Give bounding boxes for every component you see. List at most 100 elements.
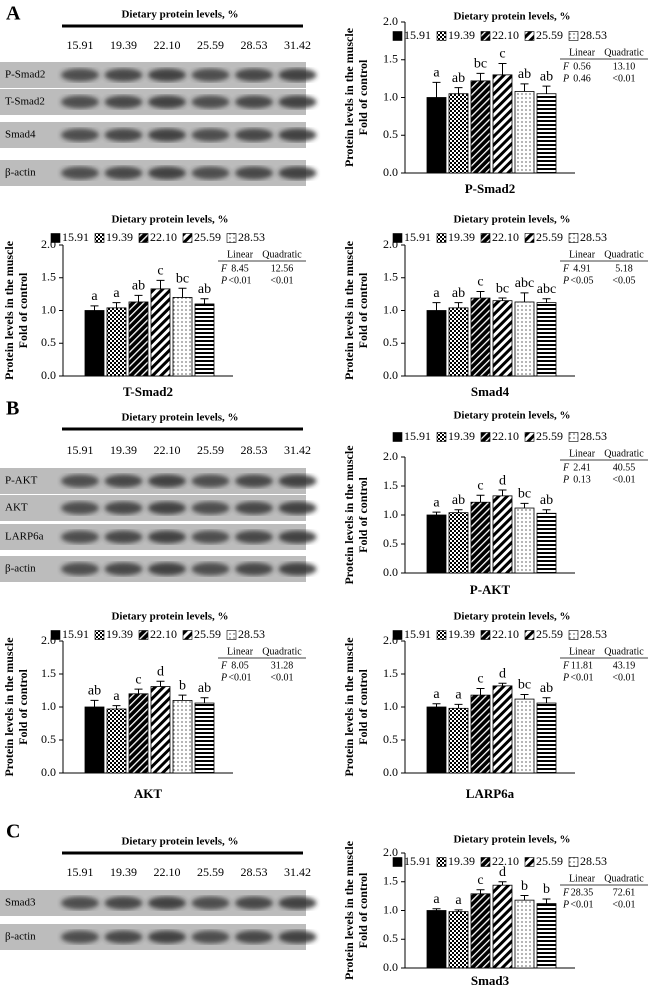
- stats-row-label: F: [562, 263, 570, 274]
- legend-label: 25.59: [536, 627, 563, 641]
- bar: [448, 911, 469, 969]
- y-tick-label: 1.0: [41, 699, 56, 713]
- bar: [426, 706, 447, 774]
- significance-letter: a: [455, 688, 462, 703]
- significance-letter: a: [433, 286, 440, 301]
- lane-label: 22.10: [154, 443, 181, 457]
- chart-title: Dietary protein levels, %: [453, 611, 570, 623]
- significance-letter: c: [499, 47, 505, 62]
- blot-row-label: AKT: [5, 502, 28, 514]
- bar: [84, 706, 105, 774]
- stats-value: 72.61: [613, 887, 636, 898]
- legend-label: 15.91: [62, 230, 89, 244]
- legend-label: 19.39: [448, 627, 475, 641]
- error-bar: [542, 697, 551, 704]
- significance-letter: ab: [452, 71, 465, 86]
- stats-value: 0.56: [573, 61, 591, 72]
- significance-letter: d: [499, 865, 506, 880]
- stats-value: 4.91: [573, 263, 591, 274]
- bar: [470, 694, 491, 774]
- bar: [448, 93, 469, 174]
- stats-row-label: F: [220, 263, 228, 274]
- legend-swatch: [138, 233, 149, 243]
- significance-letter: ab: [518, 67, 531, 82]
- stats-row-label: P: [562, 899, 569, 910]
- stats-row-label: P: [562, 474, 569, 485]
- error-bar: [112, 302, 121, 308]
- bar: [172, 296, 193, 377]
- significance-letter: a: [433, 66, 440, 81]
- legend-swatch: [480, 233, 491, 243]
- error-bar: [134, 294, 143, 302]
- blot-band: [148, 501, 186, 515]
- legend-label: 25.59: [536, 854, 563, 868]
- blot-band: [148, 930, 186, 944]
- lane-label: 25.59: [197, 443, 224, 457]
- error-bar: [432, 908, 441, 911]
- blot-header: Dietary protein levels, %: [121, 412, 238, 424]
- blot-band: [235, 95, 273, 109]
- lane-label: 15.91: [67, 38, 94, 52]
- legend-label: 15.91: [62, 627, 89, 641]
- stats-value: 31.28: [271, 660, 294, 671]
- bar: [492, 300, 513, 377]
- blot-band: [235, 166, 273, 180]
- bar: [448, 707, 469, 774]
- legend-label: 25.59: [536, 28, 563, 42]
- significance-letter: b: [543, 882, 550, 897]
- significance-letter: bc: [496, 281, 509, 296]
- blot-band: [61, 930, 99, 944]
- bar: [194, 303, 215, 377]
- stats-row-label: P: [220, 275, 227, 286]
- significance-letter: bc: [474, 57, 487, 72]
- y-tick-label: 0.0: [383, 565, 398, 579]
- error-bar: [476, 494, 485, 503]
- error-bar: [90, 699, 99, 707]
- bar: [448, 512, 469, 574]
- y-axis-title: Protein levels in the muscle: [2, 240, 16, 380]
- legend-label: 19.39: [106, 230, 133, 244]
- bar: [514, 507, 535, 574]
- legend-label: 28.53: [580, 28, 607, 42]
- blot-band: [61, 474, 99, 488]
- blot-band: [61, 896, 99, 910]
- error-bar: [476, 291, 485, 299]
- error-bar: [498, 881, 507, 886]
- stats-value: <0.01: [612, 672, 635, 683]
- blot-band: [148, 896, 186, 910]
- legend-swatch: [182, 233, 193, 243]
- legend-swatch: [524, 233, 535, 243]
- error-bar: [200, 298, 209, 304]
- legend-label: 25.59: [536, 429, 563, 443]
- error-bar: [432, 703, 441, 707]
- blot-band: [61, 501, 99, 515]
- y-tick-label: 0.5: [383, 127, 398, 141]
- legend-label: 22.10: [492, 854, 519, 868]
- stats-value: <0.05: [612, 275, 635, 286]
- bar: [426, 514, 447, 574]
- legend-label: 15.91: [404, 28, 431, 42]
- legend-label: 22.10: [150, 627, 177, 641]
- error-bar: [498, 682, 507, 686]
- blot-band: [61, 530, 99, 544]
- stats-value: 8.45: [231, 263, 249, 274]
- y-axis-title: Protein levels in the muscle: [2, 637, 16, 777]
- bar: [106, 307, 127, 377]
- y-axis-title: Fold of control: [16, 668, 30, 744]
- bar: [470, 501, 491, 574]
- blot-band: [148, 530, 186, 544]
- stats-value: <0.01: [270, 672, 293, 683]
- stats-row-label: F: [562, 660, 570, 671]
- error-bar: [542, 509, 551, 514]
- legend-swatch: [392, 233, 403, 243]
- bar: [536, 702, 557, 774]
- x-axis-title: T-Smad2: [123, 384, 173, 399]
- y-tick-label: 1.0: [383, 902, 398, 916]
- bar: [150, 686, 171, 774]
- blot-band: [278, 530, 317, 544]
- legend-swatch: [568, 31, 579, 41]
- y-tick-label: 1.0: [383, 89, 398, 103]
- legend-label: 22.10: [492, 28, 519, 42]
- y-tick-label: 0.0: [41, 368, 56, 382]
- significance-letter: a: [91, 289, 98, 304]
